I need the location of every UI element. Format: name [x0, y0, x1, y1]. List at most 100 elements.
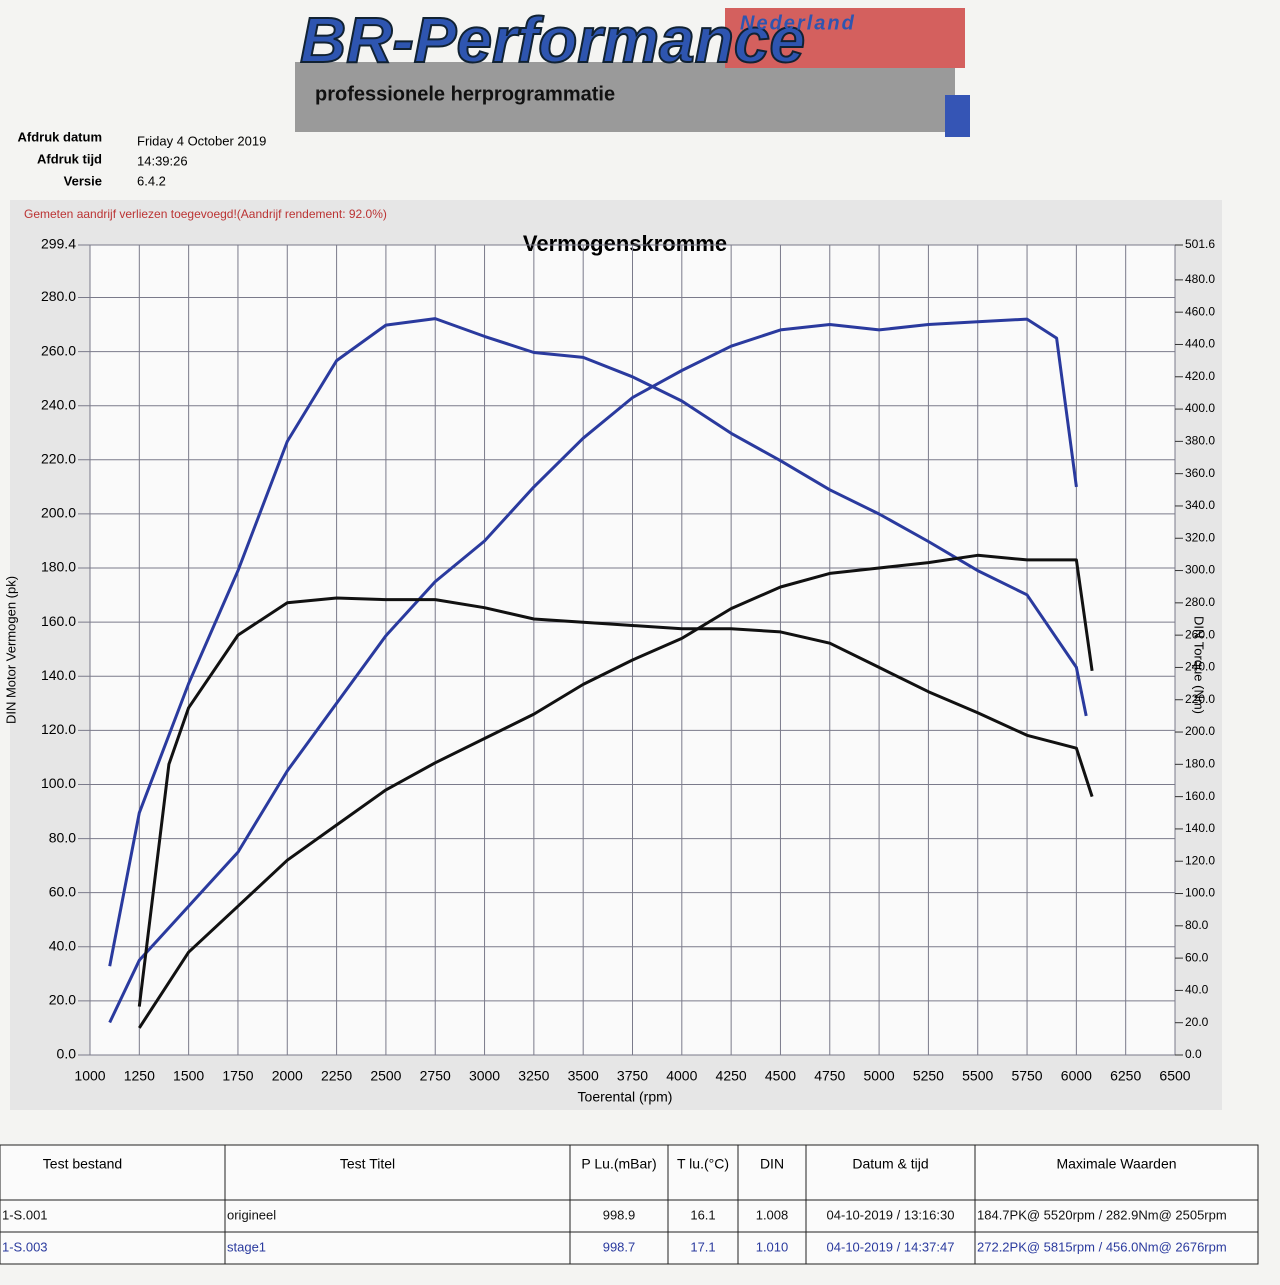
x-tick-label: 4000 — [666, 1068, 697, 1084]
y2-tick-label: 140.0 — [1185, 821, 1215, 835]
y-tick-label: 100.0 — [41, 775, 76, 791]
table-header: Test Titel — [340, 1156, 395, 1172]
y2-tick-label: 480.0 — [1185, 272, 1215, 286]
x-tick-label: 6500 — [1159, 1068, 1190, 1084]
table-header: DIN — [760, 1156, 784, 1172]
table-cell: 17.1 — [690, 1239, 715, 1254]
x-tick-label: 3500 — [568, 1068, 599, 1084]
y-tick-label: 20.0 — [49, 992, 76, 1008]
y2-tick-label: 440.0 — [1185, 337, 1215, 351]
x-tick-label: 3000 — [469, 1068, 500, 1084]
x-tick-label: 3750 — [617, 1068, 648, 1084]
table-cell: 04-10-2019 / 13:16:30 — [827, 1207, 955, 1222]
x-tick-label: 4500 — [765, 1068, 796, 1084]
x-tick-label: 5500 — [962, 1068, 993, 1084]
tagline: professionele herprogrammatie — [315, 83, 615, 105]
y2-tick-label: 60.0 — [1185, 950, 1209, 964]
table-header: Datum & tijd — [852, 1156, 928, 1172]
table-cell: 272.2PK@ 5815rpm / 456.0Nm@ 2676rpm — [977, 1239, 1227, 1254]
x-tick-label: 1750 — [222, 1068, 253, 1084]
y-tick-label: 280.0 — [41, 288, 76, 304]
meta-label: Afdruk tijd — [37, 151, 102, 166]
data-line — [137, 596, 1094, 1007]
y-tick-label: 240.0 — [41, 396, 76, 412]
x-tick-label: 1250 — [124, 1068, 155, 1084]
y2-tick-label: 280.0 — [1185, 595, 1215, 609]
y2-tick-label: 0.0 — [1185, 1047, 1202, 1061]
table-header: T lu.(°C) — [677, 1156, 729, 1172]
y-axis-label: DIN Motor Vermogen (pk) — [3, 576, 18, 724]
table-cell: 184.7PK@ 5520rpm / 282.9Nm@ 2505rpm — [977, 1207, 1227, 1222]
y-tick-label: 80.0 — [49, 829, 76, 845]
table-cell: 16.1 — [690, 1207, 715, 1222]
y2-tick-label: 220.0 — [1185, 692, 1215, 706]
logo-accent — [945, 95, 970, 137]
logo-band — [295, 62, 955, 132]
y2-tick-label: 200.0 — [1185, 724, 1215, 738]
data-line — [108, 317, 1088, 967]
x-tick-label: 6250 — [1110, 1068, 1141, 1084]
y-tick-label: 60.0 — [49, 883, 76, 899]
y-tick-label: 0.0 — [57, 1046, 77, 1062]
meta-value: Friday 4 October 2019 — [137, 133, 266, 148]
chart-note: Gemeten aandrijf verliezen toegevoegd!(A… — [24, 207, 387, 221]
y-tick-label: 120.0 — [41, 721, 76, 737]
x-tick-label: 2750 — [420, 1068, 451, 1084]
brand: BR-Performance — [300, 4, 805, 76]
y2-tick-label: 340.0 — [1185, 498, 1215, 512]
meta-label: Afdruk datum — [18, 129, 103, 144]
x-tick-label: 6000 — [1061, 1068, 1092, 1084]
y2-tick-label: 260.0 — [1185, 627, 1215, 641]
y2-tick-label: 240.0 — [1185, 660, 1215, 674]
logo-flag — [725, 8, 965, 68]
y-tick-label: 140.0 — [41, 667, 76, 683]
meta-label: Versie — [64, 173, 102, 188]
x-tick-label: 2250 — [321, 1068, 352, 1084]
y2-tick-label: 300.0 — [1185, 563, 1215, 577]
y2-axis-label: DIN Torque (Nm) — [1192, 616, 1207, 714]
y2-tick-label: 180.0 — [1185, 757, 1215, 771]
chart-title: Vermogenskromme — [523, 231, 727, 256]
y-tick-label: 40.0 — [49, 937, 76, 953]
x-tick-label: 1000 — [74, 1068, 105, 1084]
x-tick-label: 4250 — [716, 1068, 747, 1084]
y2-tick-label: 100.0 — [1185, 886, 1215, 900]
y-tick-label: 160.0 — [41, 613, 76, 629]
y2-tick-label: 380.0 — [1185, 434, 1215, 448]
y2-tick-label: 420.0 — [1185, 369, 1215, 383]
data-line — [108, 317, 1078, 1024]
y2-tick-label: 120.0 — [1185, 853, 1215, 867]
x-tick-label: 1500 — [173, 1068, 204, 1084]
table-cell: 04-10-2019 / 14:37:47 — [827, 1239, 955, 1254]
y2-tick-label: 20.0 — [1185, 1015, 1209, 1029]
y2-tick-label: 80.0 — [1185, 918, 1209, 932]
x-tick-label: 3250 — [518, 1068, 549, 1084]
table-cell: 998.7 — [603, 1239, 636, 1254]
x-axis-label: Toerental (rpm) — [578, 1089, 673, 1105]
table-cell: 998.9 — [603, 1207, 636, 1222]
x-tick-label: 5250 — [913, 1068, 944, 1084]
x-tick-label: 4750 — [814, 1068, 845, 1084]
x-tick-label: 2500 — [370, 1068, 401, 1084]
y2-tick-label: 40.0 — [1185, 983, 1209, 997]
region: Nederland — [740, 12, 856, 34]
table-header: Maximale Waarden — [1056, 1156, 1176, 1172]
table-cell: stage1 — [227, 1239, 266, 1254]
y2-tick-label: 320.0 — [1185, 530, 1215, 544]
y2-tick-label: 460.0 — [1185, 304, 1215, 318]
y2-tick-label: 360.0 — [1185, 466, 1215, 480]
meta-value: 6.4.2 — [137, 173, 166, 188]
x-tick-label: 5000 — [864, 1068, 895, 1084]
y-tick-label: 200.0 — [41, 505, 76, 521]
table-cell: origineel — [227, 1207, 276, 1222]
table-cell: 1.008 — [756, 1207, 789, 1222]
table-cell: 1.010 — [756, 1239, 789, 1254]
y-tick-label: 180.0 — [41, 559, 76, 575]
y2-tick-label: 160.0 — [1185, 789, 1215, 803]
table-header: P Lu.(mBar) — [581, 1156, 656, 1172]
x-tick-label: 2000 — [272, 1068, 303, 1084]
table-cell: 1-S.003 — [2, 1239, 48, 1254]
y2-tick-label: 400.0 — [1185, 401, 1215, 415]
y2-tick-label: 501.6 — [1185, 237, 1215, 251]
